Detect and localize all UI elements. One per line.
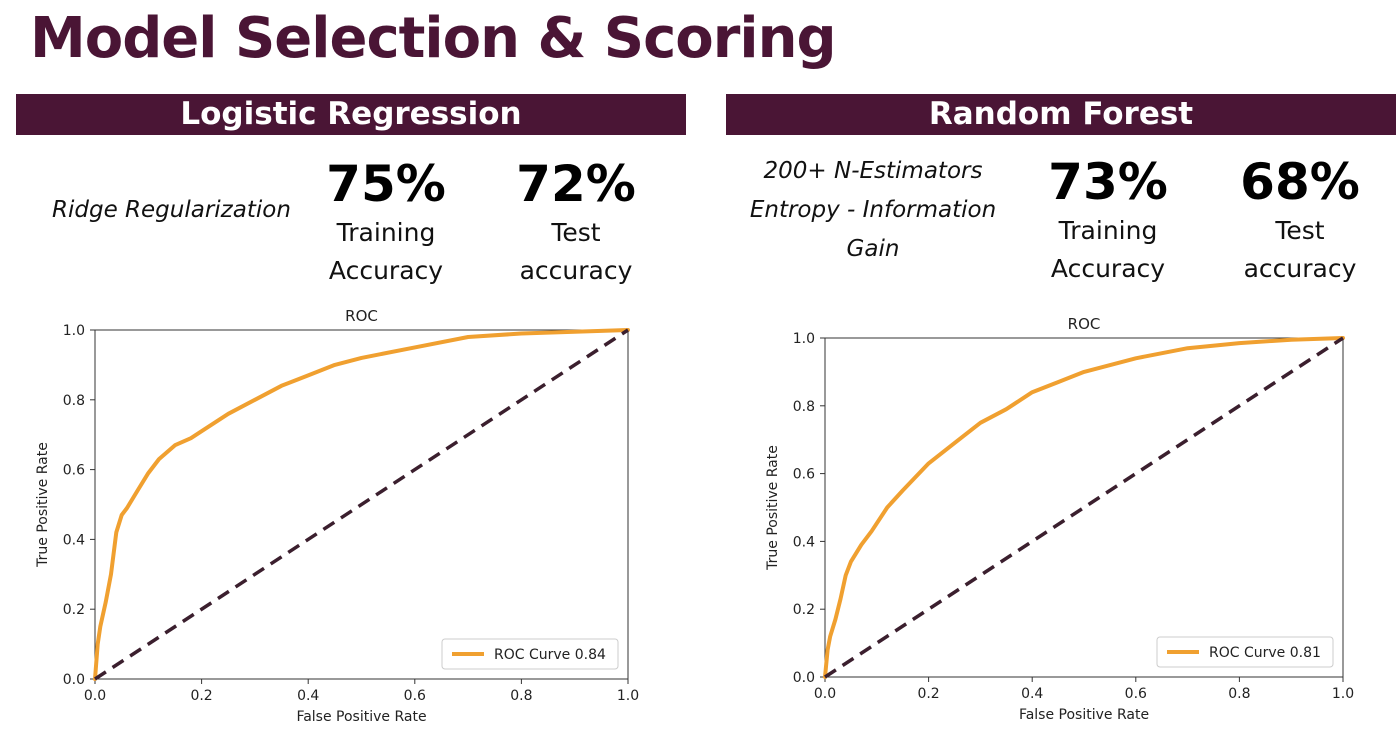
note-line: Entropy - Information [749,197,997,223]
y-tick-label: 0.4 [63,532,85,548]
plot-frame [94,329,629,680]
roc-curve-line [823,336,1345,679]
y-axis-label: True Positive Rate [35,442,51,568]
note-line: Gain [846,236,900,262]
y-tick-label: 0.2 [793,602,815,618]
metric-label: accuracy [1243,254,1357,283]
metric-value: 72% [516,155,636,213]
rf-test-accuracy: 68% Test accuracy [1210,152,1390,288]
x-axis-label: False Positive Rate [1019,707,1149,723]
lr-training-accuracy: 75% Training Accuracy [296,154,476,290]
logistic-regression-header: Logistic Regression [16,94,686,135]
diagonal-reference-line [94,328,629,681]
x-tick-label: 0.4 [1021,686,1043,702]
y-tick-label: 0.0 [793,670,815,686]
slide-title: Model Selection & Scoring [30,6,837,71]
y-tick-label: 1.0 [793,331,815,347]
random-forest-notes: 200+ N-Estimators Entropy - Information … [744,152,1002,269]
x-tick-label: 1.0 [617,688,639,704]
legend-label: ROC Curve 0.84 [494,647,606,663]
x-tick-label: 1.0 [1332,686,1354,702]
roc-chart-random-forest: 0.0 0.2 0.4 0.6 0.8 1.0 0.0 0.2 0.4 0.6 0.8 1.0 ROC F… [765,315,1354,723]
x-tick-label: 0.8 [1228,686,1250,702]
metric-label: Test [1275,216,1325,245]
y-tick-label: 0.0 [63,672,85,688]
roc-chart-logistic-regression: 0.0 0.2 0.4 0.6 0.8 1.0 0.0 0.2 0.4 0.6 0.8 1.0 ROC F… [35,307,639,725]
y-tick-label: 0.2 [63,602,85,618]
x-tick-label: 0.6 [404,688,426,704]
y-tick-label: 1.0 [63,323,85,339]
metric-label: accuracy [519,256,633,285]
metric-label: Training [336,218,436,247]
legend-box [441,638,619,670]
rf-training-accuracy: 73% Training Accuracy [1018,152,1198,288]
y-tick-label: 0.8 [793,399,815,415]
diagonal-reference-line [824,336,1344,679]
plot-frame [824,337,1344,678]
x-tick-label: 0.2 [917,686,939,702]
metric-value: 73% [1048,153,1168,211]
x-tick-label: 0.6 [1125,686,1147,702]
y-tick-label: 0.6 [63,463,85,479]
x-tick-label: 0.8 [510,688,532,704]
metric-value: 75% [326,155,446,213]
x-tick-label: 0.4 [297,688,319,704]
x-tick-label: 0.0 [84,688,106,704]
roc-curve-line [93,328,630,681]
chart-title: ROC [1068,315,1101,333]
x-tick-label: 0.2 [190,688,212,704]
note-line: 200+ N-Estimators [763,158,983,184]
lr-test-accuracy: 72% Test accuracy [486,154,666,290]
legend-box [1156,636,1334,668]
chart-title: ROC [345,307,378,325]
y-tick-label: 0.8 [63,393,85,409]
legend-label: ROC Curve 0.81 [1209,645,1321,661]
note-line: Ridge Regularization [52,197,291,223]
y-axis-label: True Positive Rate [765,445,781,571]
y-tick-label: 0.6 [793,467,815,483]
x-axis-label: False Positive Rate [296,709,426,725]
metric-label: Training [1058,216,1158,245]
metric-label: Accuracy [328,256,444,285]
metric-label: Test [551,218,601,247]
metric-value: 68% [1240,153,1360,211]
random-forest-header: Random Forest [726,94,1396,135]
metric-label: Accuracy [1050,254,1166,283]
logistic-regression-notes: Ridge Regularization [52,191,291,230]
y-tick-label: 0.4 [793,534,815,550]
x-tick-label: 0.0 [814,686,836,702]
